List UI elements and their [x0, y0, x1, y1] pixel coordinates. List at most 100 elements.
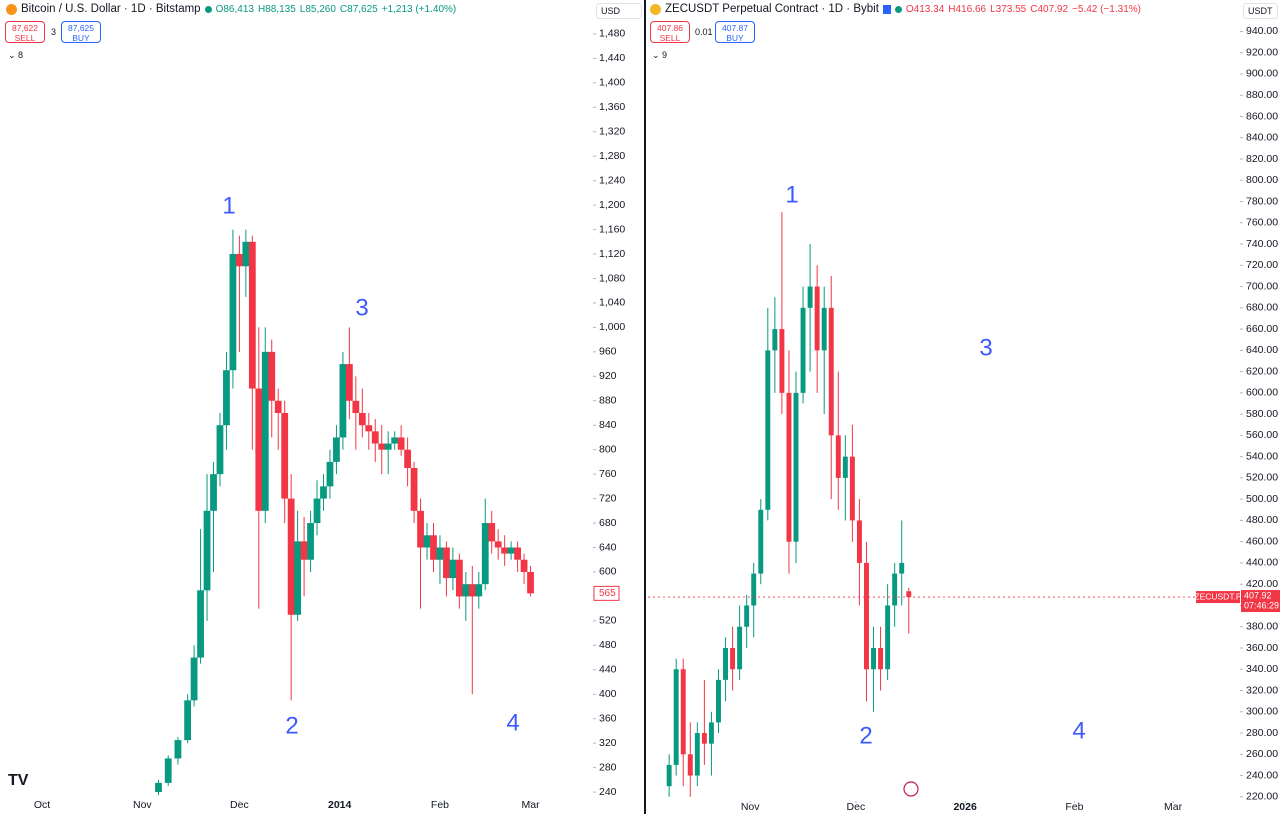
- logo: TV: [8, 772, 29, 789]
- candle-body: [430, 535, 437, 560]
- candle-body: [455, 559, 463, 597]
- symbol[interactable]: ZECUSDT Perpetual Contract · 1D · Bybit: [665, 3, 879, 15]
- candle-body: [449, 559, 457, 579]
- candle-body: [708, 722, 714, 744]
- candle-body: [871, 647, 876, 670]
- currency-select[interactable]: USDT: [1243, 3, 1278, 19]
- status-dot: [204, 5, 212, 13]
- candle-body: [261, 351, 269, 511]
- close: C407.92: [1030, 3, 1069, 15]
- y-tick-label: 280: [599, 761, 617, 773]
- candle-body: [462, 584, 470, 597]
- candle-body: [352, 400, 360, 413]
- change: +1,213 (+1.40%): [381, 3, 457, 15]
- wave-label: 4: [506, 709, 519, 736]
- candle-body: [210, 474, 217, 511]
- symbol-icon: [6, 3, 17, 15]
- candle-body: [164, 758, 172, 783]
- candle-body: [203, 510, 211, 591]
- y-tick-label: 1,280: [599, 150, 625, 162]
- candle-body: [842, 456, 848, 478]
- y-tick-label: 1,200: [599, 199, 625, 211]
- y-tick-label: 360.00: [1246, 642, 1278, 654]
- y-tick-label: 480.00: [1246, 514, 1278, 526]
- sell-label: SELL: [659, 33, 681, 43]
- buy-price: 407.87: [722, 23, 748, 33]
- header: ZECUSDT Perpetual Contract · 1D · Bybit …: [650, 3, 1141, 15]
- candle-body: [730, 647, 736, 670]
- spread: 0.01: [695, 27, 713, 37]
- candle-body: [235, 254, 243, 267]
- currency-select[interactable]: USD: [596, 3, 642, 19]
- candle-body: [404, 449, 412, 469]
- candle-body: [723, 647, 728, 680]
- candle-body: [468, 584, 476, 597]
- ticker-tag: [1196, 591, 1240, 604]
- candle-body: [443, 547, 450, 579]
- candle-body: [223, 370, 230, 426]
- candle-body: [255, 388, 263, 511]
- buy-button[interactable]: 407.87 BUY: [715, 21, 755, 43]
- status-dot: [894, 5, 902, 13]
- candle-body: [885, 605, 891, 670]
- buy-button[interactable]: 87,625 BUY: [61, 21, 101, 43]
- candle-body: [268, 351, 276, 401]
- y-tick-label: 1,120: [599, 248, 625, 260]
- x-tick-label: Nov: [741, 801, 760, 813]
- wave-label: 1: [785, 181, 798, 208]
- y-tick-label: 860.00: [1246, 110, 1278, 122]
- buy-price: 87,625: [68, 23, 94, 33]
- indicator-count: 9: [662, 50, 668, 60]
- x-tick-label: Feb: [1065, 801, 1083, 813]
- candle-body: [475, 584, 483, 597]
- y-tick-label: 840.00: [1246, 132, 1278, 144]
- candle-body: [294, 541, 302, 615]
- y-tick-label: 260.00: [1246, 748, 1278, 760]
- candle-body: [856, 520, 862, 563]
- candle-body: [507, 547, 515, 554]
- currency: USDT: [1248, 6, 1273, 16]
- x-tick-label: Mar: [1164, 801, 1183, 813]
- candle-body: [800, 307, 806, 393]
- y-tick-label: 760: [599, 468, 617, 480]
- y-tick-label: 440: [599, 664, 617, 676]
- symbol-icon: [650, 3, 661, 15]
- spread: 3: [51, 27, 57, 37]
- countdown: 07:46:29: [1244, 600, 1279, 610]
- lightning-icon[interactable]: [903, 781, 919, 797]
- candle-body: [248, 241, 256, 389]
- candle-body: [281, 413, 289, 499]
- indicators-toggle[interactable]: ⌄ 8: [8, 50, 24, 60]
- candle-body: [673, 669, 679, 765]
- wave-label: 3: [979, 334, 992, 361]
- candle-body: [190, 657, 198, 701]
- candle-body: [765, 350, 771, 510]
- y-tick-label: 280.00: [1246, 727, 1278, 739]
- y-tick-label: 340.00: [1246, 663, 1278, 675]
- candle-body: [371, 431, 379, 444]
- y-tick-label: 420.00: [1246, 578, 1278, 590]
- y-tick-label: 660.00: [1246, 323, 1278, 335]
- wave-label: 1: [222, 192, 235, 219]
- sell-button[interactable]: 407.86 SELL: [650, 21, 690, 43]
- x-tick-label: Dec: [847, 801, 866, 813]
- y-tick-label: 560.00: [1246, 429, 1278, 441]
- candle-body: [527, 571, 534, 594]
- indicators-toggle[interactable]: ⌄ 9: [652, 50, 668, 60]
- y-tick-label: 740.00: [1246, 238, 1278, 250]
- last-price-tag: [1241, 590, 1280, 613]
- y-tick-label: 520: [599, 615, 617, 627]
- x-tick-label: Oct: [34, 799, 50, 811]
- y-tick-label: 920.00: [1246, 46, 1278, 58]
- high: H416.66: [948, 3, 987, 15]
- candle-body: [488, 523, 496, 542]
- sell-button[interactable]: 87,622 SELL: [5, 21, 45, 43]
- symbol[interactable]: Bitcoin / U.S. Dollar · 1D · Bitstamp: [21, 3, 201, 15]
- x-tick-label: Mar: [521, 799, 540, 811]
- y-tick-label: 600.00: [1246, 387, 1278, 399]
- y-tick-label: 1,480: [599, 28, 625, 40]
- candle-body: [687, 754, 693, 776]
- y-tick-label: 1,160: [599, 223, 625, 235]
- sell-price: 87,622: [12, 23, 38, 33]
- y-tick-label: 920: [599, 370, 617, 382]
